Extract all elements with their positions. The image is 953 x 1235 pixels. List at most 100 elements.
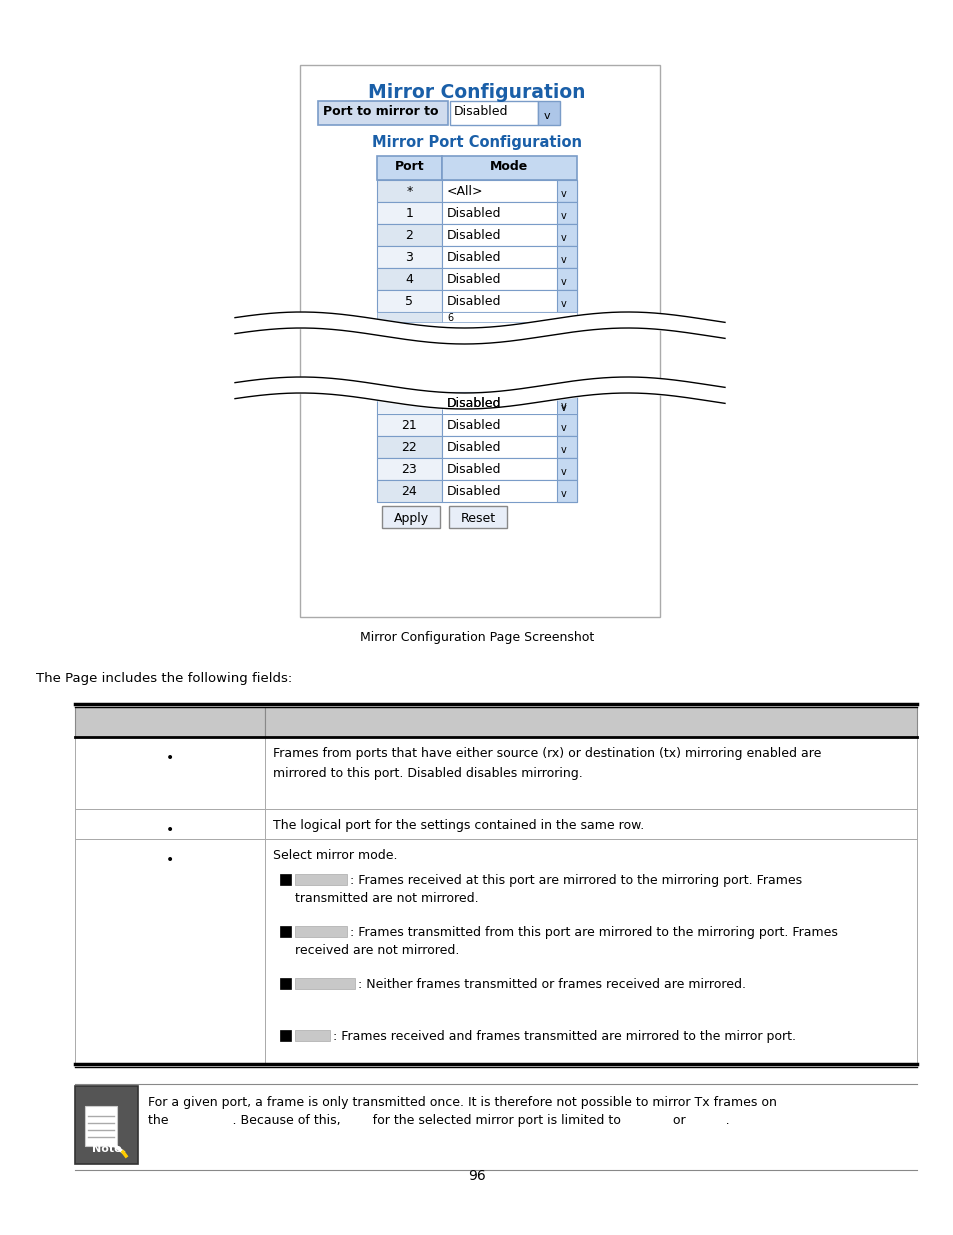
FancyBboxPatch shape: [441, 436, 577, 458]
Text: 1: 1: [405, 207, 413, 220]
FancyBboxPatch shape: [441, 268, 577, 290]
FancyBboxPatch shape: [85, 1107, 117, 1146]
FancyBboxPatch shape: [376, 246, 441, 268]
Text: received are not mirrored.: received are not mirrored.: [294, 944, 459, 957]
Text: •: •: [166, 853, 174, 867]
FancyBboxPatch shape: [376, 312, 441, 322]
FancyBboxPatch shape: [557, 224, 577, 246]
FancyBboxPatch shape: [280, 1030, 291, 1041]
FancyBboxPatch shape: [441, 480, 577, 501]
Text: 23: 23: [401, 463, 416, 475]
FancyBboxPatch shape: [441, 391, 577, 414]
FancyBboxPatch shape: [376, 391, 441, 414]
Text: 21: 21: [401, 419, 416, 432]
Text: Disabled: Disabled: [447, 295, 501, 308]
FancyBboxPatch shape: [450, 101, 537, 125]
Text: Mirror Port Configuration: Mirror Port Configuration: [372, 135, 581, 149]
Text: Frames from ports that have either source (rx) or destination (tx) mirroring ena: Frames from ports that have either sourc…: [273, 747, 821, 760]
Text: Note: Note: [91, 1144, 121, 1153]
Text: *: *: [406, 185, 413, 198]
FancyBboxPatch shape: [376, 436, 441, 458]
Text: 5: 5: [405, 295, 413, 308]
Text: Disabled: Disabled: [447, 463, 501, 475]
Text: Port to mirror to: Port to mirror to: [323, 105, 438, 119]
Text: v: v: [560, 299, 566, 309]
Text: Mirror Configuration Page Screenshot: Mirror Configuration Page Screenshot: [359, 631, 594, 643]
Text: 4: 4: [405, 273, 413, 287]
Text: Disabled: Disabled: [447, 485, 501, 498]
Text: v: v: [560, 211, 566, 221]
Text: : Neither frames transmitted or frames received are mirrored.: : Neither frames transmitted or frames r…: [357, 978, 745, 990]
Text: : Frames received at this port are mirrored to the mirroring port. Frames: : Frames received at this port are mirro…: [350, 874, 801, 887]
Text: v: v: [560, 467, 566, 477]
Text: The Page includes the following fields:: The Page includes the following fields:: [36, 672, 292, 685]
Text: v: v: [560, 445, 566, 454]
Text: Port: Port: [395, 161, 424, 173]
Text: : Frames received and frames transmitted are mirrored to the mirror port.: : Frames received and frames transmitted…: [333, 1030, 795, 1044]
FancyBboxPatch shape: [557, 480, 577, 501]
FancyBboxPatch shape: [376, 224, 441, 246]
Text: : Frames transmitted from this port are mirrored to the mirroring port. Frames: : Frames transmitted from this port are …: [350, 926, 837, 939]
Text: 6: 6: [447, 312, 453, 324]
FancyBboxPatch shape: [75, 737, 265, 809]
Text: •: •: [166, 751, 174, 764]
FancyBboxPatch shape: [75, 839, 265, 1065]
Text: 24: 24: [401, 485, 416, 498]
FancyBboxPatch shape: [294, 1030, 330, 1041]
FancyBboxPatch shape: [441, 458, 577, 480]
FancyBboxPatch shape: [294, 978, 355, 989]
FancyBboxPatch shape: [265, 809, 916, 839]
FancyBboxPatch shape: [381, 506, 439, 529]
Text: v: v: [543, 111, 550, 121]
Text: 22: 22: [401, 441, 416, 454]
FancyBboxPatch shape: [441, 312, 577, 322]
Text: v: v: [560, 401, 566, 411]
FancyBboxPatch shape: [557, 436, 577, 458]
FancyBboxPatch shape: [376, 480, 441, 501]
Text: Disabled: Disabled: [447, 396, 501, 410]
FancyBboxPatch shape: [557, 246, 577, 268]
FancyBboxPatch shape: [294, 874, 347, 885]
Text: transmitted are not mirrored.: transmitted are not mirrored.: [294, 892, 478, 905]
Text: v: v: [560, 277, 566, 287]
FancyBboxPatch shape: [537, 101, 559, 125]
Text: Disabled: Disabled: [447, 207, 501, 220]
FancyBboxPatch shape: [376, 180, 441, 203]
FancyBboxPatch shape: [265, 706, 916, 737]
FancyBboxPatch shape: [441, 180, 577, 203]
Text: Disabled: Disabled: [447, 228, 501, 242]
Text: Disabled: Disabled: [447, 251, 501, 264]
FancyBboxPatch shape: [441, 156, 577, 180]
FancyBboxPatch shape: [441, 203, 577, 224]
FancyBboxPatch shape: [299, 65, 659, 618]
Text: v: v: [560, 489, 566, 499]
FancyBboxPatch shape: [265, 839, 916, 1065]
FancyBboxPatch shape: [294, 926, 347, 937]
FancyBboxPatch shape: [280, 926, 291, 937]
Text: For a given port, a frame is only transmitted once. It is therefore not possible: For a given port, a frame is only transm…: [148, 1095, 776, 1109]
Text: v: v: [560, 189, 566, 199]
FancyBboxPatch shape: [75, 1086, 138, 1165]
Text: 2: 2: [405, 228, 413, 242]
Text: Mode: Mode: [490, 161, 528, 173]
Text: Disabled: Disabled: [447, 396, 501, 410]
Text: v: v: [560, 254, 566, 266]
FancyBboxPatch shape: [265, 737, 916, 809]
FancyBboxPatch shape: [75, 706, 265, 737]
Text: Apply: Apply: [393, 513, 428, 525]
Text: 3: 3: [405, 251, 413, 264]
FancyBboxPatch shape: [376, 458, 441, 480]
Text: v: v: [560, 403, 566, 412]
FancyBboxPatch shape: [441, 224, 577, 246]
FancyBboxPatch shape: [441, 414, 577, 436]
Text: The logical port for the settings contained in the same row.: The logical port for the settings contai…: [273, 819, 643, 832]
FancyBboxPatch shape: [557, 391, 577, 414]
Text: Disabled: Disabled: [447, 273, 501, 287]
FancyBboxPatch shape: [557, 391, 577, 414]
FancyBboxPatch shape: [376, 414, 441, 436]
FancyBboxPatch shape: [557, 290, 577, 312]
FancyBboxPatch shape: [75, 809, 265, 839]
Text: 96: 96: [468, 1170, 485, 1183]
FancyBboxPatch shape: [557, 414, 577, 436]
FancyBboxPatch shape: [376, 203, 441, 224]
